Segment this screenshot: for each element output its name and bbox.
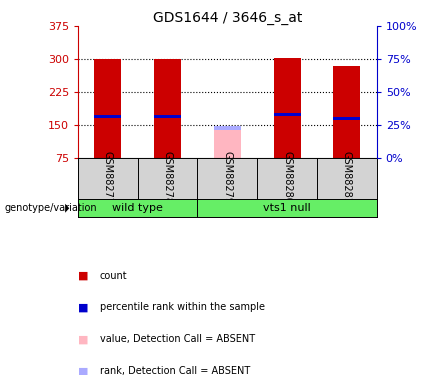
- Bar: [94, 115, 121, 118]
- Bar: [154, 59, 181, 158]
- Bar: [274, 58, 301, 158]
- Text: GSM88277: GSM88277: [103, 151, 113, 204]
- Text: percentile rank within the sample: percentile rank within the sample: [100, 303, 265, 312]
- Text: rank, Detection Call = ABSENT: rank, Detection Call = ABSENT: [100, 366, 250, 375]
- Bar: [214, 129, 241, 158]
- Text: count: count: [100, 271, 127, 280]
- Bar: [154, 115, 181, 118]
- Text: ■: ■: [78, 303, 88, 312]
- Bar: [333, 117, 360, 120]
- Text: genotype/variation: genotype/variation: [4, 203, 97, 213]
- Text: ■: ■: [78, 366, 88, 375]
- Text: vts1 null: vts1 null: [263, 203, 311, 213]
- Bar: [333, 66, 360, 158]
- Text: ■: ■: [78, 271, 88, 280]
- Text: GSM88280: GSM88280: [282, 151, 292, 204]
- Title: GDS1644 / 3646_s_at: GDS1644 / 3646_s_at: [153, 11, 302, 25]
- Text: GSM88278: GSM88278: [162, 151, 173, 204]
- Text: GSM88281: GSM88281: [342, 151, 352, 204]
- Text: wild type: wild type: [112, 203, 163, 213]
- Text: ■: ■: [78, 334, 88, 344]
- Bar: [214, 126, 241, 130]
- Text: GSM88279: GSM88279: [222, 151, 233, 204]
- Text: value, Detection Call = ABSENT: value, Detection Call = ABSENT: [100, 334, 255, 344]
- Bar: [274, 113, 301, 116]
- Bar: [94, 59, 121, 158]
